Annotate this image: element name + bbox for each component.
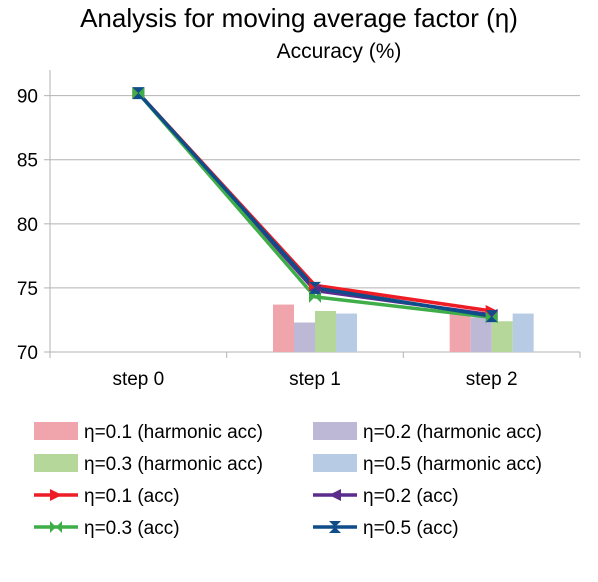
line-marker (50, 521, 62, 533)
y-tick-label: 75 (17, 279, 38, 300)
legend-item: η=0.1 (harmonic acc) (34, 422, 263, 443)
bar (294, 322, 315, 352)
line-marker (329, 521, 341, 533)
line-marker (132, 87, 145, 100)
legend-label: η=0.1 (harmonic acc) (84, 422, 263, 443)
bar (512, 313, 534, 352)
legend-item: η=0.5 (acc) (313, 518, 459, 539)
y-tick-label: 90 (17, 87, 38, 108)
legend-label: η=0.5 (harmonic acc) (363, 454, 542, 475)
line-marker (329, 489, 341, 501)
legend-item: η=0.5 (harmonic acc) (313, 454, 542, 475)
legend-swatch (34, 422, 78, 440)
legend-label: η=0.1 (acc) (84, 486, 180, 507)
legend-label: η=0.3 (acc) (84, 518, 180, 539)
legend-label: η=0.5 (acc) (363, 518, 459, 539)
bar (491, 321, 513, 352)
chart-subtitle: Accuracy (%) (277, 40, 402, 63)
y-tick-label: 80 (17, 215, 38, 236)
bar (315, 310, 336, 352)
legend-label: η=0.2 (harmonic acc) (363, 422, 542, 443)
legend-item: η=0.3 (acc) (34, 518, 180, 539)
line-marker (485, 310, 498, 323)
legend-item: η=0.2 (harmonic acc) (313, 422, 542, 443)
series-line (137, 91, 492, 313)
legend-swatch (313, 422, 357, 440)
plot-area: 70 75 80 85 90 step 0 step 1 step 2 (17, 70, 581, 390)
bar (449, 313, 471, 352)
series-line (137, 91, 492, 317)
y-tick-label: 85 (17, 151, 38, 172)
bar (470, 317, 492, 352)
legend-item: η=0.2 (acc) (313, 486, 459, 507)
x-tick-label: step 1 (289, 369, 341, 390)
legend-swatch (313, 454, 357, 472)
legend-label: η=0.2 (acc) (363, 486, 459, 507)
legend-label: η=0.3 (harmonic acc) (84, 454, 263, 475)
bar (273, 304, 294, 352)
bar (336, 313, 357, 352)
legend-item: η=0.3 (harmonic acc) (34, 454, 263, 475)
x-tick-label: step 2 (466, 369, 518, 390)
legend-swatch (34, 454, 78, 472)
legend: η=0.1 (harmonic acc) η=0.2 (harmonic acc)… (34, 422, 542, 539)
line-marker (309, 281, 321, 294)
legend-item: η=0.1 (acc) (34, 486, 180, 507)
y-tick-label: 70 (17, 343, 38, 364)
x-tick-label: step 0 (112, 369, 164, 390)
chart-title: Analysis for moving average factor (η) (80, 3, 518, 33)
line-marker (50, 489, 62, 501)
